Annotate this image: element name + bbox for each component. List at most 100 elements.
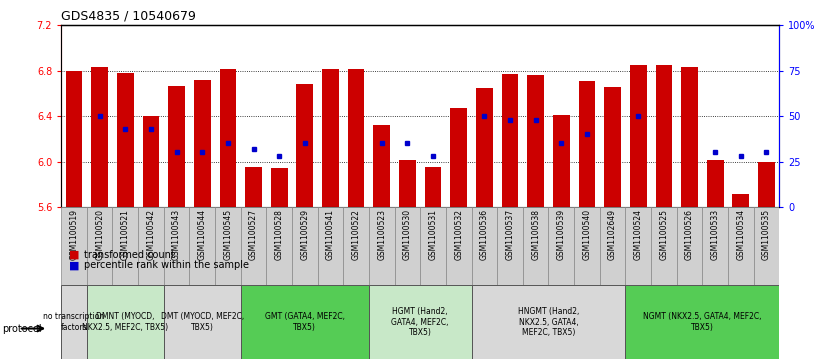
Bar: [630, 65, 646, 207]
Bar: [625, 207, 651, 285]
Bar: [450, 108, 467, 207]
Bar: [164, 285, 241, 359]
Bar: [395, 207, 420, 285]
Bar: [733, 195, 749, 207]
Text: GSM1100545: GSM1100545: [224, 209, 233, 260]
Text: protocol: protocol: [2, 323, 42, 334]
Bar: [215, 207, 241, 285]
Bar: [271, 168, 287, 207]
Text: GSM1100523: GSM1100523: [377, 209, 386, 260]
Bar: [676, 207, 703, 285]
Bar: [681, 68, 698, 207]
Bar: [344, 207, 369, 285]
Text: GSM1100543: GSM1100543: [172, 209, 181, 260]
Bar: [548, 207, 574, 285]
Bar: [266, 207, 292, 285]
Text: GSM1100524: GSM1100524: [634, 209, 643, 260]
Bar: [86, 207, 113, 285]
Text: GMT (GATA4, MEF2C,
TBX5): GMT (GATA4, MEF2C, TBX5): [265, 313, 345, 332]
Bar: [194, 80, 211, 207]
Bar: [574, 207, 600, 285]
Text: GSM1102649: GSM1102649: [608, 209, 617, 260]
Text: GSM1100540: GSM1100540: [583, 209, 592, 260]
Bar: [655, 65, 672, 207]
Bar: [86, 285, 164, 359]
Bar: [502, 74, 518, 207]
Bar: [424, 167, 441, 207]
Text: GSM1100539: GSM1100539: [557, 209, 565, 260]
Bar: [61, 285, 86, 359]
Bar: [374, 125, 390, 207]
Bar: [527, 76, 544, 207]
Bar: [292, 207, 317, 285]
Text: GSM1100534: GSM1100534: [736, 209, 745, 260]
Bar: [296, 85, 313, 207]
Text: GSM1100532: GSM1100532: [455, 209, 463, 260]
Text: GSM1100528: GSM1100528: [275, 209, 284, 260]
Bar: [168, 86, 185, 207]
Text: GDS4835 / 10540679: GDS4835 / 10540679: [61, 10, 196, 23]
Text: ■: ■: [69, 249, 80, 260]
Text: DMT (MYOCD, MEF2C,
TBX5): DMT (MYOCD, MEF2C, TBX5): [161, 313, 244, 332]
Bar: [579, 81, 595, 207]
Text: GSM1100519: GSM1100519: [69, 209, 78, 260]
Bar: [220, 69, 236, 207]
Bar: [113, 207, 138, 285]
Bar: [604, 87, 621, 207]
Bar: [348, 69, 365, 207]
Bar: [754, 207, 779, 285]
Text: GSM1100525: GSM1100525: [659, 209, 668, 260]
Text: GSM1100527: GSM1100527: [249, 209, 258, 260]
Bar: [553, 115, 570, 207]
Bar: [476, 88, 493, 207]
Text: GSM1100531: GSM1100531: [428, 209, 437, 260]
Bar: [189, 207, 215, 285]
Bar: [472, 285, 625, 359]
Bar: [420, 207, 446, 285]
Bar: [164, 207, 189, 285]
Text: GSM1100537: GSM1100537: [505, 209, 515, 260]
Text: GSM1100529: GSM1100529: [300, 209, 309, 260]
Text: GSM1100530: GSM1100530: [403, 209, 412, 260]
Bar: [117, 73, 134, 207]
Text: no transcription
factors: no transcription factors: [43, 313, 104, 332]
Text: GSM1100521: GSM1100521: [121, 209, 130, 260]
Bar: [369, 285, 472, 359]
Bar: [707, 160, 724, 207]
Bar: [523, 207, 548, 285]
Bar: [369, 207, 395, 285]
Text: GSM1100520: GSM1100520: [95, 209, 104, 260]
Text: DMNT (MYOCD,
NKX2.5, MEF2C, TBX5): DMNT (MYOCD, NKX2.5, MEF2C, TBX5): [82, 313, 168, 332]
Text: NGMT (NKX2.5, GATA4, MEF2C,
TBX5): NGMT (NKX2.5, GATA4, MEF2C, TBX5): [643, 313, 761, 332]
Text: GSM1100542: GSM1100542: [146, 209, 156, 260]
Bar: [245, 167, 262, 207]
Bar: [65, 71, 82, 207]
Bar: [758, 162, 774, 207]
Bar: [61, 207, 86, 285]
Bar: [91, 68, 108, 207]
Bar: [703, 207, 728, 285]
Bar: [143, 116, 159, 207]
Bar: [322, 69, 339, 207]
Bar: [625, 285, 779, 359]
Text: ■: ■: [69, 260, 80, 270]
Bar: [472, 207, 497, 285]
Bar: [399, 160, 415, 207]
Bar: [241, 207, 266, 285]
Bar: [600, 207, 625, 285]
Text: transformed count: transformed count: [84, 249, 175, 260]
Text: GSM1100535: GSM1100535: [762, 209, 771, 260]
Text: GSM1100536: GSM1100536: [480, 209, 489, 260]
Text: GSM1100526: GSM1100526: [685, 209, 694, 260]
Bar: [497, 207, 523, 285]
Bar: [138, 207, 164, 285]
Text: GSM1100522: GSM1100522: [352, 209, 361, 260]
Text: HGMT (Hand2,
GATA4, MEF2C,
TBX5): HGMT (Hand2, GATA4, MEF2C, TBX5): [392, 307, 449, 337]
Text: percentile rank within the sample: percentile rank within the sample: [84, 260, 249, 270]
Bar: [728, 207, 754, 285]
Bar: [317, 207, 344, 285]
Bar: [446, 207, 472, 285]
Text: GSM1100538: GSM1100538: [531, 209, 540, 260]
Text: HNGMT (Hand2,
NKX2.5, GATA4,
MEF2C, TBX5): HNGMT (Hand2, NKX2.5, GATA4, MEF2C, TBX5…: [518, 307, 579, 337]
Bar: [651, 207, 676, 285]
